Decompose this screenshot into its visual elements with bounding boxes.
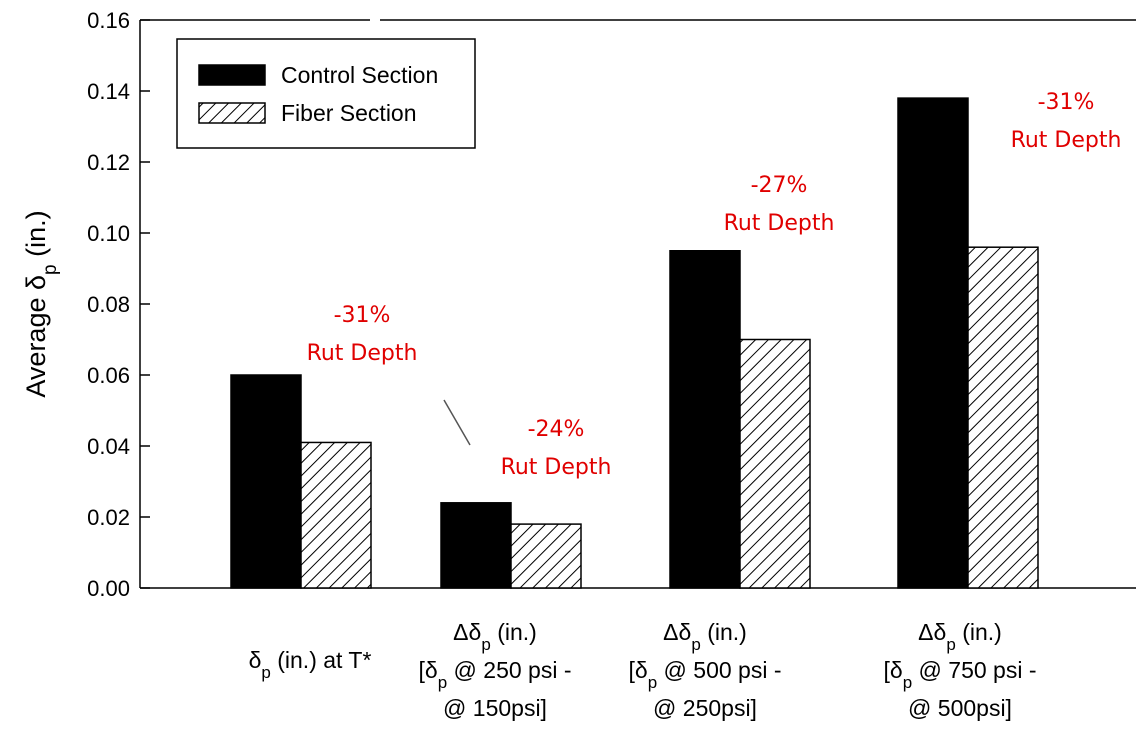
annotation-label: Rut Depth	[1011, 128, 1122, 153]
x-tick-label: Δδp (in.)	[663, 619, 747, 654]
annotation-label: -27%	[751, 173, 808, 198]
annotation-label: Rut Depth	[501, 455, 612, 480]
y-tick-label: 0.02	[87, 505, 130, 530]
bar-control	[230, 374, 302, 589]
bar-control	[440, 502, 512, 589]
y-tick-label: 0.08	[87, 292, 130, 317]
x-tick-label: δp (in.) at T*	[249, 647, 372, 682]
x-tick-label: @ 500psi]	[908, 695, 1012, 721]
legend-entry: Control Section	[281, 62, 438, 88]
x-tick-label: @ 250psi]	[653, 695, 757, 721]
annotations: -31% Rut Depth -24% Rut Depth -27% Rut Depth -…	[307, 90, 1122, 480]
legend-entry: Fiber Section	[281, 100, 417, 126]
y-tick-label: 0.00	[87, 576, 130, 601]
annotation-label: -31%	[1038, 90, 1095, 115]
x-tick-label: [δp @ 250 psi -	[418, 657, 571, 692]
y-tick-label: 0.06	[87, 363, 130, 388]
x-tick-label: [δp @ 750 psi -	[883, 657, 1036, 692]
x-tick-label: [δp @ 500 psi -	[628, 657, 781, 692]
y-tick-label: 0.04	[87, 434, 130, 459]
y-tick-label: 0.16	[87, 8, 130, 33]
x-tick-labels: δp (in.) at T*Δδp (in.)[δp @ 250 psi -@ …	[249, 619, 1037, 721]
annotation-label: -24%	[528, 417, 585, 442]
bar-fiber	[967, 246, 1039, 589]
y-tick-label: 0.14	[87, 79, 130, 104]
bar-fiber	[300, 441, 372, 589]
pointer-line	[443, 399, 471, 446]
annotation-label: Rut Depth	[724, 211, 835, 236]
annotation-label: -31%	[334, 303, 391, 328]
x-tick-label: Δδp (in.)	[453, 619, 537, 654]
y-tick-label: 0.10	[87, 221, 130, 246]
legend: Control Section Fiber Section	[176, 38, 476, 149]
x-tick-label: @ 150psi]	[443, 695, 547, 721]
legend-swatch	[198, 64, 266, 86]
legend-swatch	[198, 102, 266, 124]
y-tick-label: 0.12	[87, 150, 130, 175]
x-tick-label: Δδp (in.)	[918, 619, 1002, 654]
bar-fiber	[510, 523, 582, 589]
y-axis-label: Average δp (in.)	[21, 210, 61, 397]
bars	[230, 97, 1039, 589]
annotation-label: Rut Depth	[307, 341, 418, 366]
axes: 0.00 0.02 0.04 0.06 0.08 0.10 0.12 0.14 0.16	[87, 8, 1136, 601]
bar-fiber	[739, 338, 811, 589]
bar-control	[669, 250, 741, 589]
legend-box	[176, 38, 476, 149]
bar-control	[897, 97, 969, 589]
